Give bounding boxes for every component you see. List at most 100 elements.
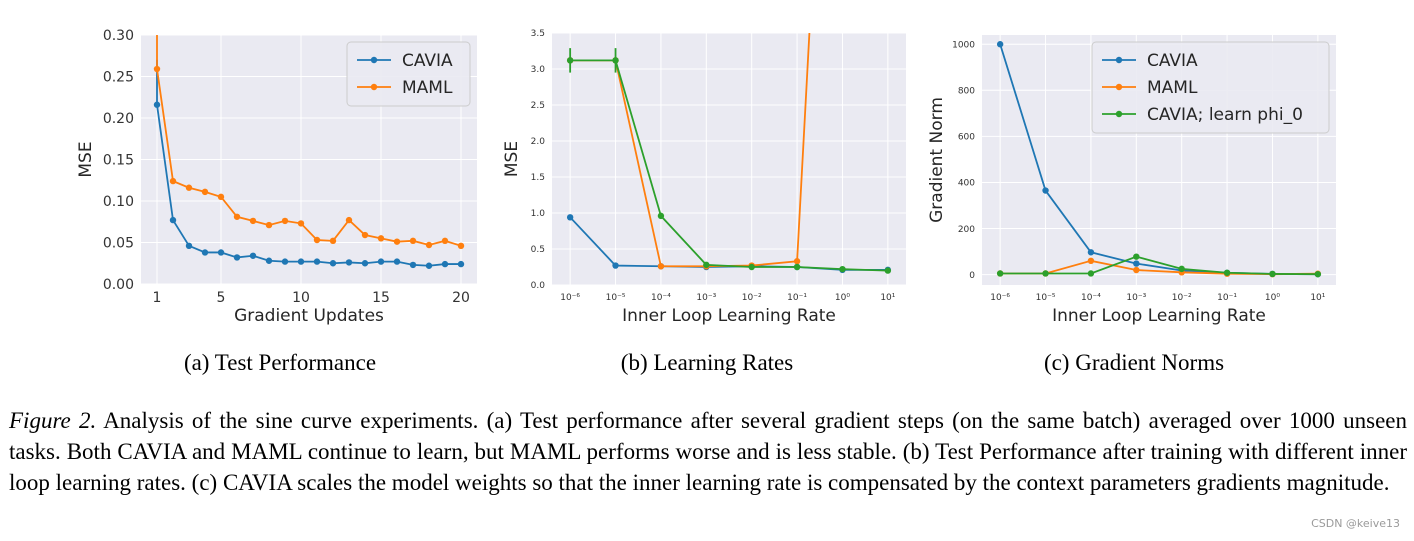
series-maml-point (281, 217, 289, 225)
series-cavia-point (185, 242, 193, 250)
y-tick-label: 3.5 (531, 29, 545, 39)
series-cavia-learn-phi-0-point (1314, 270, 1322, 278)
y-tick-label: 1.5 (531, 173, 545, 183)
plot-area-b (552, 33, 906, 285)
series-maml-point (457, 242, 465, 250)
x-tick-label: 10⁻² (1172, 293, 1192, 303)
x-axis-label: Inner Loop Learning Rate (1052, 306, 1266, 326)
legend-entry: MAML (1147, 78, 1198, 98)
series-maml-point (409, 237, 417, 245)
y-tick-label: 0.5 (531, 245, 545, 255)
series-cavia-learn-phi-0-point (1178, 265, 1185, 273)
legend-a: CAVIA MAML (346, 41, 471, 107)
x-tick-label: 10⁻⁵ (606, 293, 626, 303)
series-cavia-learn-phi-0-point (1223, 269, 1231, 276)
series-cavia-point (153, 101, 161, 108)
x-tick-label: 10⁰ (835, 293, 850, 303)
series-maml-point (217, 193, 225, 201)
series-maml-point (425, 241, 433, 249)
series-maml-point (153, 65, 161, 73)
figure-label: Figure 2. (9, 408, 97, 433)
series-cavia-learn-phi-0-point (884, 267, 892, 274)
series-cavia-point (425, 262, 433, 269)
series-maml-point (393, 238, 401, 245)
series-cavia-point (441, 260, 449, 268)
y-tick-label: 2.0 (531, 137, 546, 147)
legend-box (1091, 41, 1330, 134)
series-cavia-point (249, 252, 257, 259)
series-cavia-point (457, 260, 465, 268)
series-cavia-point (217, 249, 225, 256)
y-tick-label: 600 (958, 133, 975, 143)
x-tick-label: 10⁻² (742, 293, 762, 303)
series-maml-point (441, 237, 449, 245)
legend-entry: CAVIA (402, 51, 453, 71)
series-cavia-learn-phi-0-point (1087, 270, 1095, 277)
legend-swatch-marker (1115, 110, 1123, 118)
y-tick-label: 0.30 (103, 28, 134, 44)
panel-b: 10⁻⁶ 10⁻⁵ 10⁻⁴ 10⁻³ 10⁻² 10⁻¹ 10⁰ 10¹ 0.0 0.5 1.0 1… (502, 29, 906, 375)
series-cavia-point (566, 214, 574, 221)
series-cavia-learn-phi-0-point (996, 270, 1004, 277)
y-tick-label: 200 (958, 225, 975, 235)
series-maml-point (1133, 266, 1140, 274)
series-maml-point (345, 216, 353, 224)
series-cavia-learn-phi-0-line (1000, 255, 1318, 276)
series-cavia-point (169, 216, 177, 224)
subfigure-caption: (c) Gradient Norms (1044, 350, 1224, 375)
series-cavia-learn-phi-0-point (1133, 253, 1140, 260)
x-axis-label: Gradient Updates (234, 306, 384, 326)
series-cavia-learn-phi-0-point (612, 57, 619, 64)
series-maml-point (793, 258, 801, 265)
y-tick-label: 2.5 (531, 101, 545, 111)
legend-swatch-marker (1115, 83, 1123, 91)
figure-panels: 1 5 10 15 200.000.050.100.150.200.250.30Grad… (76, 28, 1336, 375)
series-cavia-learn-phi-0-line (570, 59, 888, 272)
series-cavia-learn-phi-0-point (793, 263, 801, 271)
y-axis-label: MSE (502, 141, 522, 177)
x-tick-label: 10⁻⁶ (560, 293, 580, 303)
series-cavia-point (612, 262, 619, 269)
figure-caption: Figure 2. Analysis of the sine curve exp… (9, 405, 1407, 498)
y-tick-label: 0.10 (103, 194, 134, 210)
series-cavia-point (361, 260, 369, 267)
y-tick-label: 400 (958, 179, 975, 189)
y-tick-label: 0.05 (103, 236, 134, 252)
y-tick-label: 0.0 (531, 281, 546, 291)
y-tick-label: 0.15 (103, 153, 134, 169)
legend-swatch-marker (370, 56, 378, 64)
x-tick-label: 10⁻⁶ (990, 293, 1010, 303)
legend-entry: CAVIA; learn phi_0 (1147, 105, 1303, 125)
x-tick-label: 5 (217, 290, 226, 306)
series-cavia-point (297, 258, 305, 265)
y-tick-label: 3.0 (531, 65, 546, 75)
series-maml-point (169, 177, 177, 185)
panel-a: 1 5 10 15 200.000.050.100.150.200.250.30Grad… (76, 28, 477, 375)
watermark: CSDN @keive13 (1311, 517, 1400, 530)
x-tick-label: 10⁰ (1265, 293, 1280, 303)
series-maml-point (265, 221, 273, 229)
series-cavia-point (233, 254, 241, 261)
series-cavia-point (1087, 249, 1095, 256)
y-tick-label: 0.00 (103, 277, 134, 293)
x-tick-label: 10⁻¹ (1217, 293, 1237, 303)
x-axis-label: Inner Loop Learning Rate (622, 306, 836, 326)
figure-caption-text: Analysis of the sine curve experiments. … (9, 408, 1407, 495)
series-cavia-point (201, 249, 209, 256)
x-tick-label: 1 (153, 290, 162, 306)
y-tick-label: 0.20 (103, 111, 134, 127)
series-cavia-point (281, 258, 289, 265)
series-cavia-learn-phi-0-point (566, 57, 574, 64)
x-tick-label: 10 (292, 290, 310, 306)
series-cavia-point (1133, 260, 1140, 267)
y-tick-label: 1000 (952, 40, 975, 50)
series-maml-point (201, 188, 209, 196)
series-group-a (153, 35, 465, 269)
x-tick-label: 10⁻³ (1126, 293, 1146, 303)
series-maml-point (185, 184, 193, 191)
series-group-b (566, 33, 892, 274)
subfigure-caption: (b) Learning Rates (621, 350, 793, 375)
x-tick-label: 10⁻⁵ (1036, 293, 1056, 303)
subfigure-caption: (a) Test Performance (184, 350, 376, 375)
series-maml-point (313, 236, 321, 244)
